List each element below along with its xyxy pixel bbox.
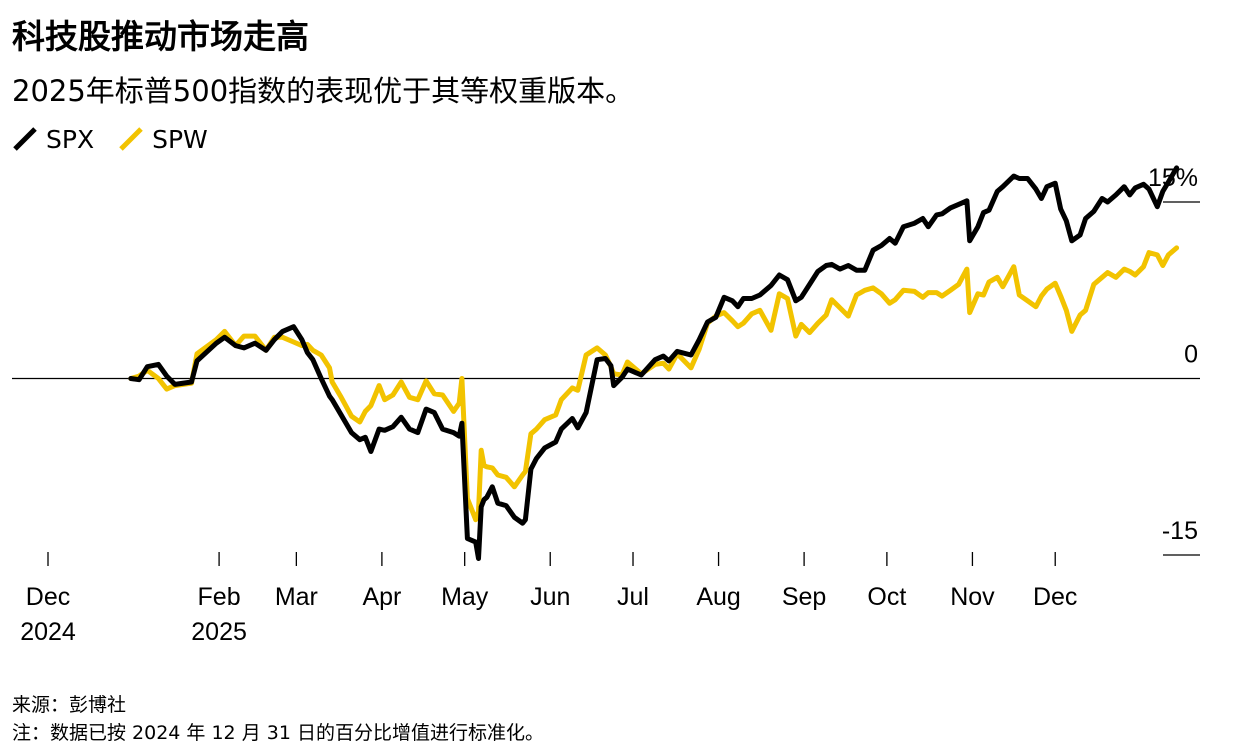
x-tick-label-7: Aug <box>696 583 740 611</box>
legend: SPX SPW <box>12 122 232 156</box>
source-note: 来源：彭博社 <box>12 694 127 716</box>
x-tick-label-9: Oct <box>867 583 906 611</box>
x-tick-label-10: Nov <box>950 583 995 611</box>
y-tick-label-2: -15 <box>1162 517 1198 545</box>
x-tick-label-1: Feb <box>198 583 241 611</box>
x-tick-label-0: Dec <box>26 583 70 611</box>
y-tick-label-1: 0 <box>1184 341 1198 369</box>
x-tick-label-3: Apr <box>362 583 401 611</box>
series-line-spx <box>128 165 1180 561</box>
legend-item-spx: SPX <box>12 125 94 154</box>
series-line-spw <box>128 245 1180 523</box>
legend-swatch-spw <box>119 127 143 151</box>
x-tick-label-8: Sep <box>782 583 826 611</box>
x-tick-label-5: Jun <box>530 583 570 611</box>
legend-item-spw: SPW <box>118 125 208 154</box>
legend-swatch-spx-line <box>13 127 37 151</box>
x-tick-sublabel-1: 2025 <box>191 618 247 646</box>
x-tick-label-11: Dec <box>1033 583 1077 611</box>
x-tick-sublabel-0: 2024 <box>20 618 76 646</box>
legend-swatch-spw-line <box>119 127 143 151</box>
x-tick-label-4: May <box>441 583 489 611</box>
legend-label-spx: SPX <box>46 124 95 154</box>
chart-subtitle: 2025年标普500指数的表现优于其等权重版本。 <box>12 74 635 108</box>
chart-title: 科技股推动市场走高 <box>12 17 309 56</box>
x-tick-label-6: Jul <box>617 583 649 611</box>
legend-swatch-spx <box>13 127 37 151</box>
footnote: 注：数据已按 2024 年 12 月 31 日的百分比增值进行标准化。 <box>12 722 544 744</box>
legend-label-spw: SPW <box>152 124 208 154</box>
x-tick-label-2: Mar <box>275 583 318 611</box>
